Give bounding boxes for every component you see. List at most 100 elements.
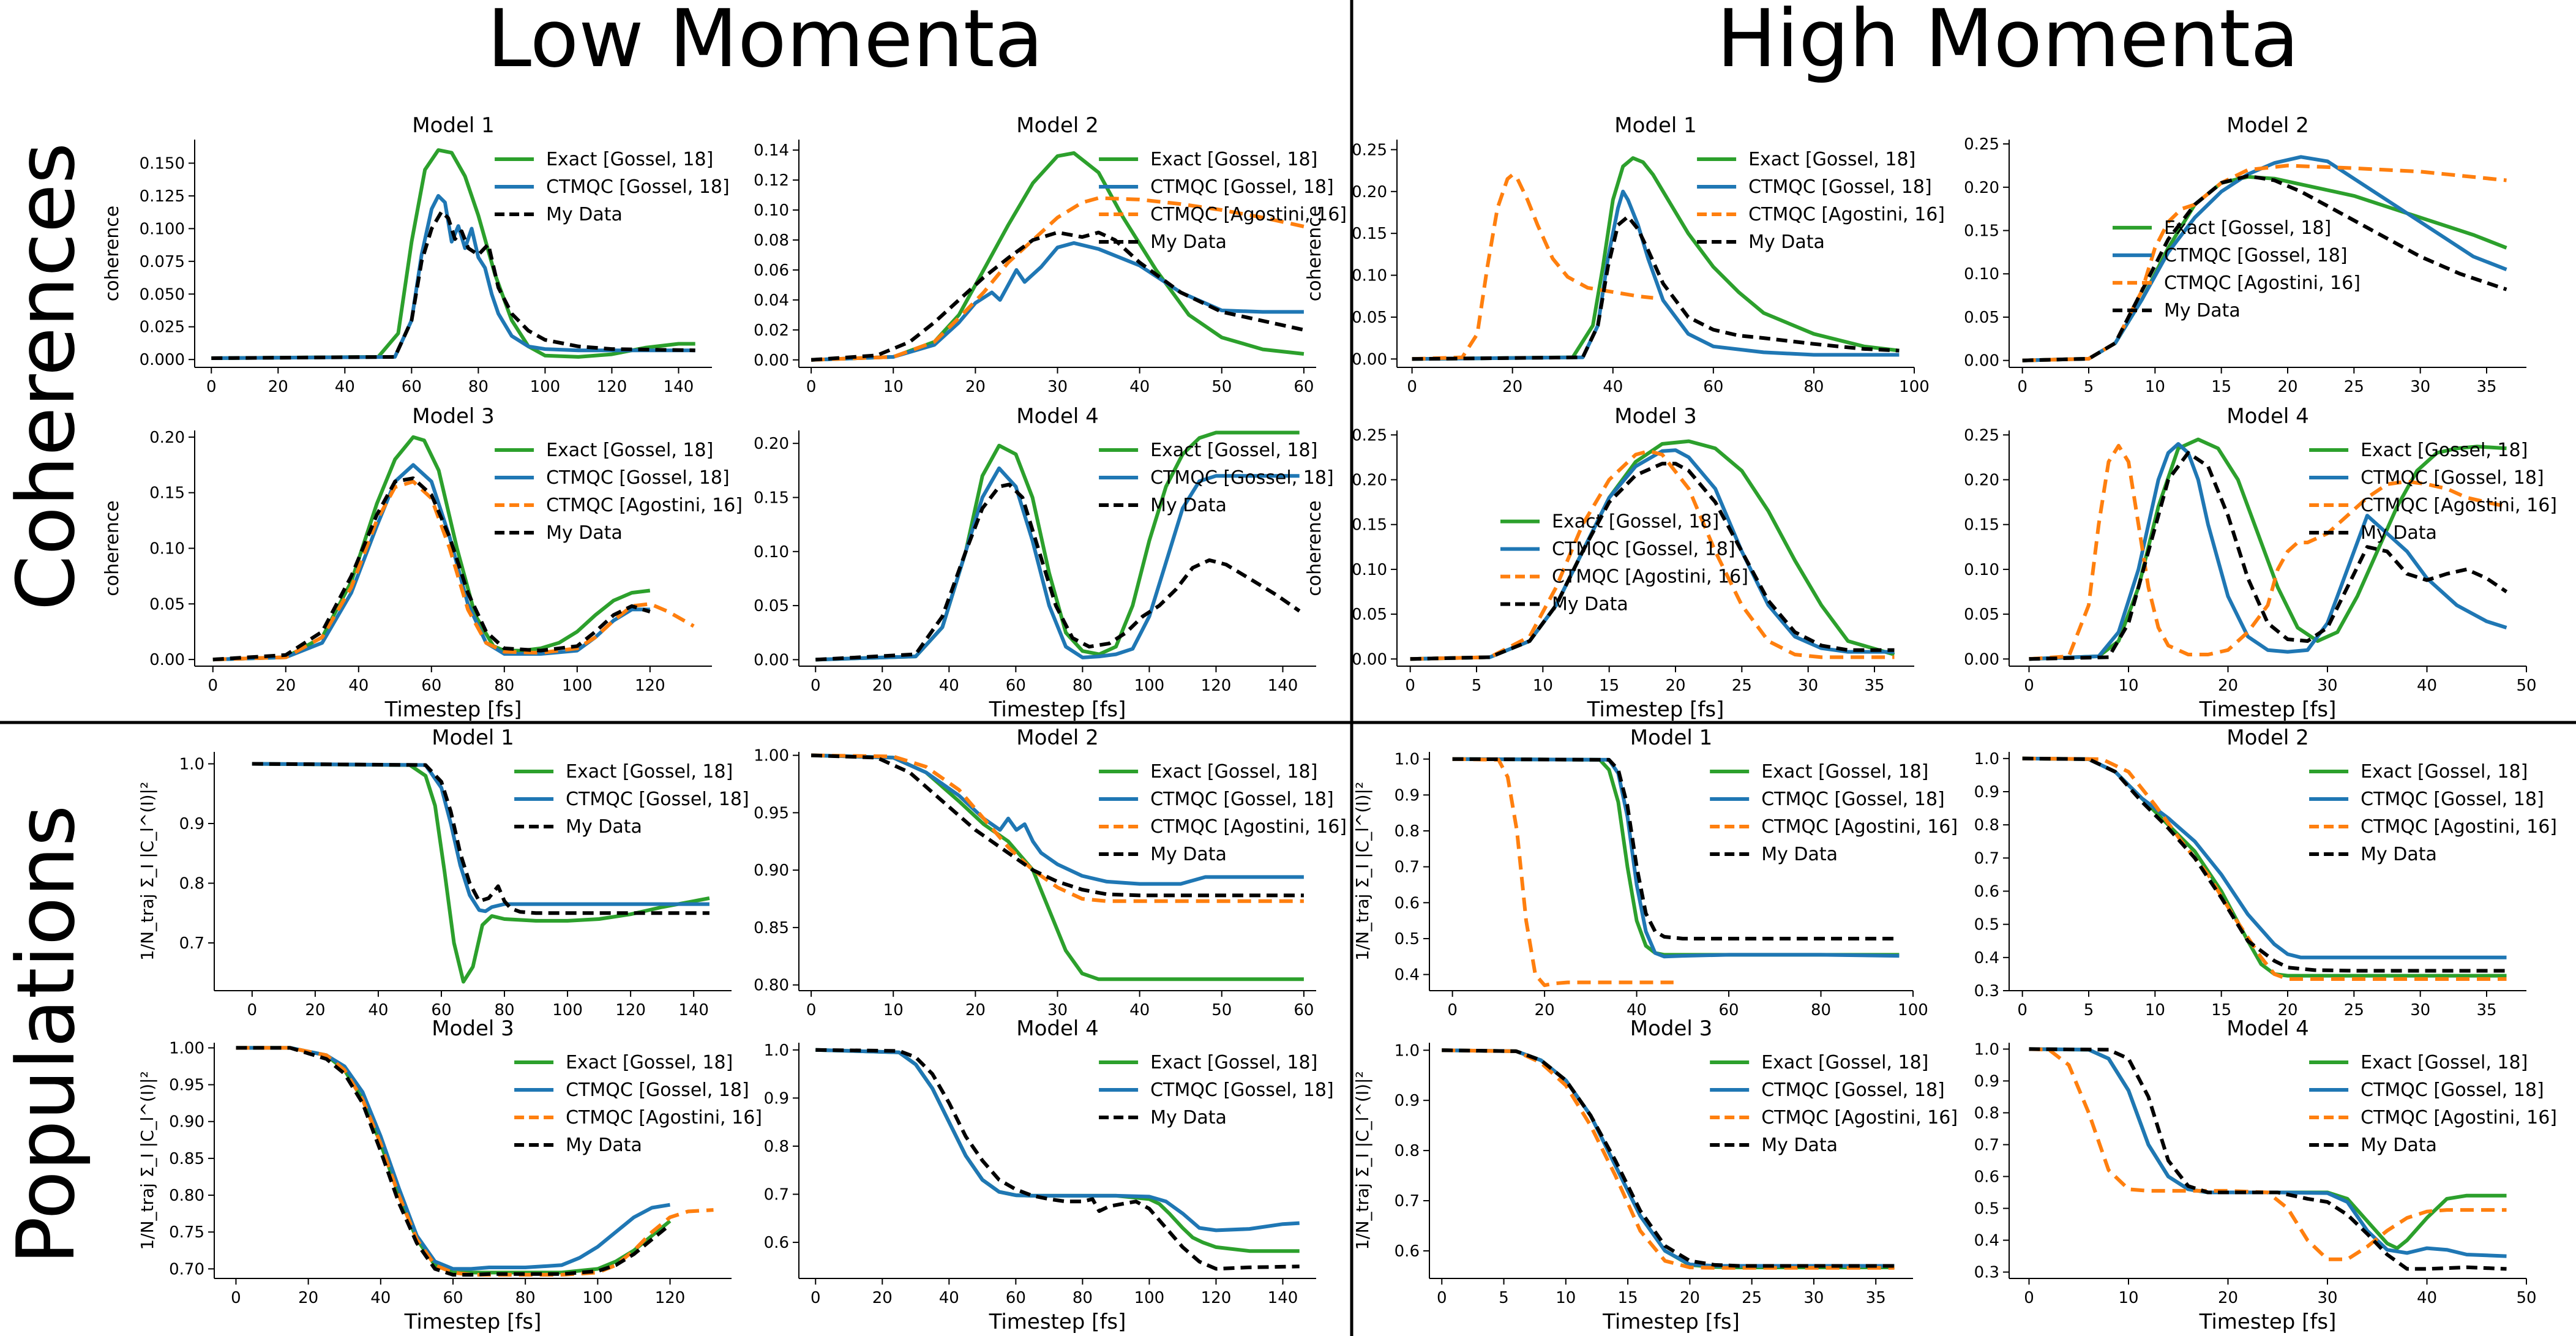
series-line-exact — [212, 435, 651, 662]
y-tick-label: 1.0 — [179, 756, 204, 774]
y-tick-label: 0.15 — [754, 489, 789, 507]
y-tick-label: 0.20 — [1352, 471, 1387, 490]
y-axis-label: coherence — [102, 206, 123, 301]
y-tick-label: 0.8 — [1974, 816, 1999, 835]
legend-label-mine: My Data — [566, 1135, 642, 1156]
x-tick-label: 20 — [872, 1289, 893, 1307]
subplot-lp3: Model 3 0 20 40 60 80 100 120 0.70 0.75 0.80 0.85 0.… — [137, 1016, 762, 1334]
series-line-exact — [1412, 156, 1900, 361]
legend-label-ctmqc_a: CTMQC [Agostini, 16] — [2164, 272, 2361, 294]
x-tick-label: 0 — [2024, 677, 2034, 695]
x-tick-label: 25 — [2344, 1001, 2364, 1019]
x-tick-label: 50 — [2516, 677, 2536, 695]
y-tick-label: 0.10 — [1964, 265, 1999, 283]
y-tick-label: 1.0 — [1974, 1040, 1999, 1059]
y-tick-label: 0.10 — [149, 540, 185, 558]
x-tick-label: 35 — [1866, 1289, 1886, 1307]
x-tick-label: 0 — [1437, 1289, 1447, 1307]
x-tick-label: 20 — [2218, 1289, 2238, 1307]
x-tick-label: 0 — [2017, 1001, 2027, 1019]
series-line-mine — [811, 230, 1305, 362]
series-line-exact — [811, 151, 1305, 362]
series-line-ctmqc_g — [212, 463, 650, 662]
x-tick-label: 0 — [2024, 1289, 2034, 1307]
series-line-ctmqc_g — [236, 1046, 670, 1271]
legend-label-ctmqc_a: CTMQC [Agostini, 16] — [2361, 495, 2557, 516]
subplot-title: Model 4 — [1016, 404, 1099, 429]
subplot-title: Model 1 — [432, 726, 514, 750]
y-tick-label: 0.075 — [140, 253, 185, 271]
x-tick-label: 20 — [1535, 1001, 1555, 1019]
subplot-hc1: Model 1 0 20 40 60 80 100 0.00 0.05 0.10 0.15 0.20 0… — [1304, 113, 1945, 396]
subplot-title: Model 2 — [1016, 726, 1099, 750]
x-tick-label: 0 — [811, 1289, 821, 1307]
legend-label-exact: Exact [Gossel, 18] — [1748, 149, 1915, 170]
subplot-title: Model 2 — [1016, 113, 1099, 138]
legend-label-exact: Exact [Gossel, 18] — [1552, 511, 1719, 533]
series-line-ctmqc_a — [811, 753, 1304, 903]
x-tick-label: 50 — [1211, 378, 1232, 396]
x-tick-label: 30 — [1047, 378, 1068, 396]
y-tick-label: 0.8 — [1395, 1142, 1420, 1160]
x-tick-label: 40 — [939, 677, 959, 695]
legend-label-ctmqc_g: CTMQC [Gossel, 18] — [1552, 539, 1735, 560]
x-tick-label: 60 — [1703, 378, 1723, 396]
y-tick-label: 0.06 — [754, 261, 789, 280]
y-tick-label: 0.10 — [1964, 561, 1999, 579]
y-tick-label: 0.05 — [1964, 606, 1999, 624]
y-tick-label: 0.9 — [764, 1089, 789, 1108]
legend-label-ctmqc_g: CTMQC [Gossel, 18] — [1150, 789, 1334, 810]
legend-label-ctmqc_g: CTMQC [Gossel, 18] — [1748, 176, 1932, 198]
x-tick-label: 10 — [2145, 1001, 2165, 1019]
x-tick-label: 80 — [494, 1001, 514, 1019]
y-tick-label: 0.25 — [1352, 141, 1387, 159]
subplot-title: Model 4 — [2226, 404, 2309, 429]
x-tick-label: 140 — [678, 1001, 709, 1019]
legend-label-ctmqc_a: CTMQC [Agostini, 16] — [546, 495, 743, 516]
series-line-mine — [2022, 174, 2507, 362]
legend-label-ctmqc_a: CTMQC [Agostini, 16] — [1761, 1107, 1958, 1128]
y-tick-label: 0.6 — [764, 1234, 789, 1252]
subplot-lp4: Model 4 0 20 40 60 80 100 120 140 0.6 0.7 0.8 0.9 1.0… — [764, 1016, 1334, 1334]
x-tick-label: 60 — [402, 378, 422, 396]
legend-label-ctmqc_g: CTMQC [Gossel, 18] — [1150, 467, 1334, 489]
legend-label-exact: Exact [Gossel, 18] — [1150, 149, 1317, 170]
series-line-mine — [1442, 1048, 1895, 1268]
y-tick-label: 0.10 — [1352, 267, 1387, 285]
subplot-hc3: Model 3 0 5 10 15 20 25 30 35 0.00 0.05 0.10 0.15 0.2… — [1304, 404, 1914, 722]
x-tick-label: 40 — [335, 378, 355, 396]
y-tick-label: 0.15 — [1352, 225, 1387, 243]
x-tick-label: 140 — [1268, 677, 1298, 695]
legend-label-mine: My Data — [1761, 844, 1838, 865]
y-tick-label: 0.20 — [1352, 183, 1387, 201]
x-tick-label: 120 — [615, 1001, 646, 1019]
y-tick-label: 0.15 — [1964, 222, 1999, 241]
legend-label-ctmqc_g: CTMQC [Gossel, 18] — [2164, 245, 2348, 266]
x-tick-label: 20 — [1680, 1289, 1700, 1307]
y-axis-label: 1/N_traj Σ_I |C_l^(I)|² — [1352, 782, 1372, 961]
y-tick-label: 0.7 — [1974, 849, 1999, 868]
y-tick-label: 0.90 — [169, 1113, 204, 1131]
series-line-mine — [212, 476, 651, 662]
x-tick-label: 40 — [370, 1289, 391, 1307]
x-tick-label: 80 — [494, 677, 514, 695]
x-tick-label: 40 — [1129, 1001, 1150, 1019]
subplot-hc2: Model 2 0 5 10 15 20 25 30 35 0.00 0.05 0.10 0.15 0.2… — [1964, 113, 2526, 396]
series-line-ctmqc_g — [815, 1048, 1300, 1233]
legend-label-exact: Exact [Gossel, 18] — [566, 761, 733, 782]
legend-label-ctmqc_a: CTMQC [Agostini, 16] — [566, 1107, 762, 1128]
y-tick-label: 0.00 — [1352, 650, 1387, 669]
y-tick-label: 0.6 — [1395, 894, 1420, 912]
series-line-ctmqc_a — [2029, 1047, 2507, 1261]
y-tick-label: 0.70 — [169, 1260, 204, 1278]
x-tick-label: 0 — [231, 1289, 241, 1307]
series-line-mine — [1412, 214, 1900, 361]
x-tick-label: 20 — [2277, 378, 2297, 396]
series-line-mine — [2029, 1047, 2507, 1271]
y-tick-label: 0.4 — [1974, 1232, 1999, 1250]
x-tick-label: 35 — [1864, 677, 1884, 695]
y-tick-label: 0.80 — [169, 1187, 204, 1205]
subplot-title: Model 4 — [2226, 1016, 2309, 1041]
